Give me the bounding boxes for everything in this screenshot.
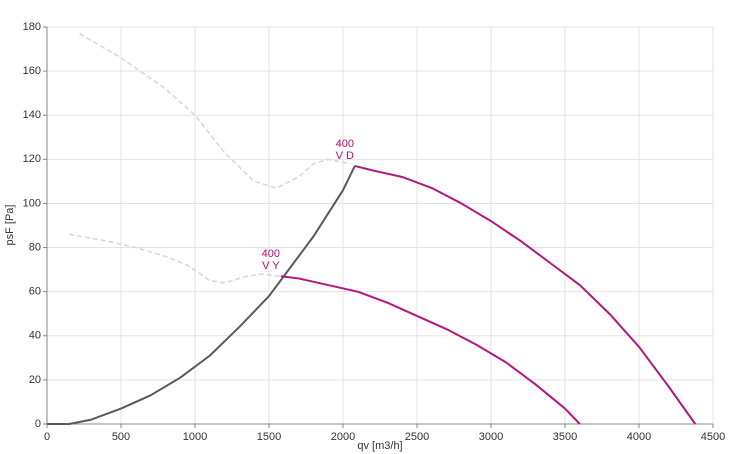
y-tick-label: 0 <box>35 418 41 430</box>
x-tick-label: 4500 <box>701 431 725 443</box>
x-tick-label: 500 <box>112 431 130 443</box>
x-tick-label: 3000 <box>479 431 503 443</box>
y-tick-label: 80 <box>29 241 41 253</box>
x-tick-label: 1500 <box>257 431 281 443</box>
y-tick-label: 20 <box>29 374 41 386</box>
y-tick-label: 140 <box>23 109 41 121</box>
y-tick-label: 100 <box>23 197 41 209</box>
y-tick-label: 40 <box>29 330 41 342</box>
x-tick-label: 2000 <box>331 431 355 443</box>
x-tick-label: 0 <box>44 431 50 443</box>
y-tick-label: 60 <box>29 286 41 298</box>
x-tick-label: 1000 <box>183 431 207 443</box>
curve <box>280 275 581 425</box>
x-axis-label: qv [m3/h] <box>357 440 402 452</box>
x-tick-label: 3500 <box>553 431 577 443</box>
x-tick-label: 2500 <box>405 431 429 443</box>
curve <box>354 164 697 425</box>
y-tick-label: 120 <box>23 153 41 165</box>
curve-label: V Y <box>262 260 280 272</box>
reference-curve <box>69 233 281 284</box>
curve-label: V D <box>336 150 354 162</box>
curve-label: 400 <box>262 248 280 260</box>
curve <box>47 165 356 425</box>
y-tick-label: 160 <box>23 65 41 77</box>
reference-curve <box>79 32 351 189</box>
x-tick-label: 4000 <box>627 431 651 443</box>
y-axis-label: psF [Pa] <box>4 205 16 246</box>
curve-label: 400 <box>336 138 354 150</box>
y-tick-label: 180 <box>23 21 41 33</box>
plot-area <box>47 27 713 424</box>
